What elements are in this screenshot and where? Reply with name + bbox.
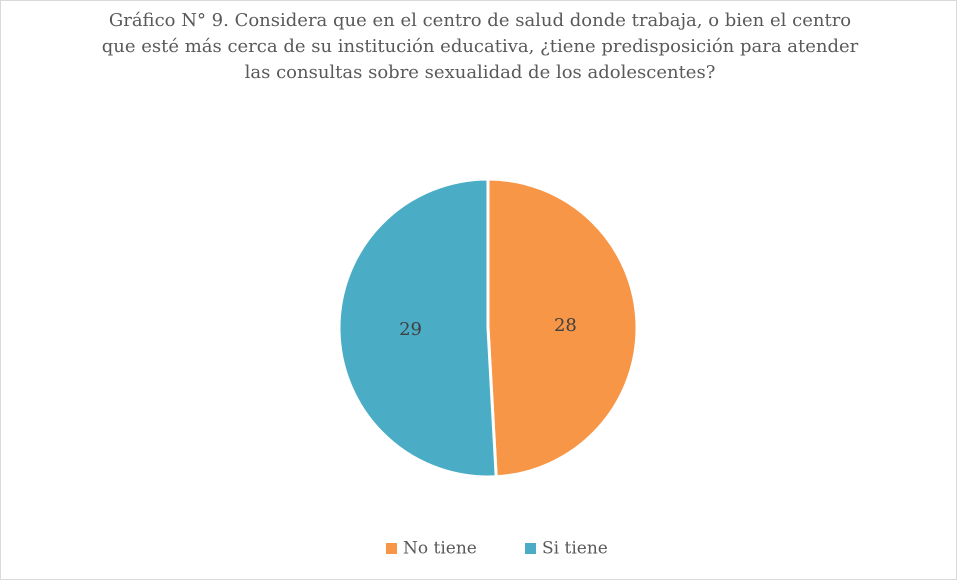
- legend-swatch: [386, 543, 397, 554]
- pie-slice: [486, 177, 639, 479]
- pie-slice: [337, 177, 498, 479]
- legend-label: Si tiene: [542, 539, 608, 559]
- data-label: 28: [554, 315, 577, 336]
- data-label: 29: [399, 319, 422, 340]
- legend-label: No tiene: [403, 539, 477, 559]
- legend-swatch: [525, 543, 536, 554]
- chart-title: Gráfico N° 9. Considera que en el centro…: [101, 10, 859, 83]
